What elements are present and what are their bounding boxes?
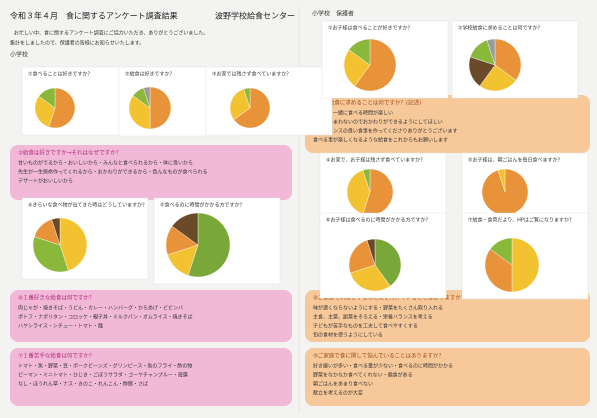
pie-slice [489, 237, 513, 266]
box-line: 野菜をなかなか食べてくれない・偏食がある [313, 372, 413, 379]
box-line: 栄養バランスの良い食事を作ってくださりありがとうございます [313, 128, 458, 135]
text-box [305, 290, 590, 342]
box-line: 主食、主菜、副菜をそろえる・栄養バランスを考える [313, 314, 433, 321]
section-label: 小学校 保護者 [312, 10, 354, 18]
box-title: ②給食は好きですか→それはなぜですか？ [18, 149, 121, 157]
chart-title: ④きらいな食べ物が出てきた時はどうしていますか？ [28, 202, 147, 209]
chart-title: ⑤お子様は、朝ごはんを毎日食べますか？ [468, 157, 563, 164]
pie-slice [511, 237, 540, 293]
box-line: ピーマン・ミニトマト・ひじき・ごぼうサラダ・ゴーヤチャンプルー・海藻 [18, 372, 188, 379]
box-title: ③学校給食に求めることは何ですか？(記述) [313, 99, 421, 107]
pie-slice [350, 264, 391, 292]
pie-slice [484, 248, 513, 293]
box-title: ⑨ご家庭で食に関して悩んでいることはありますか？ [313, 352, 444, 360]
pie-slice [343, 49, 371, 87]
chart-title: ④お家で、お子様は残さず食べていますか？ [326, 157, 425, 164]
pie-slice [362, 168, 371, 193]
intro-line: お忙しい中、食に関するアンケート調査にご協力いただき、ありがとうございました。 [14, 30, 208, 37]
pie-slice [243, 87, 251, 109]
box-line: 子どもが苦手なものを工夫して食べやすくする [313, 323, 418, 330]
pie-slice [128, 95, 151, 130]
pie-slice [149, 86, 172, 130]
intro-line: 集計をしましたので、保護者の皆様にお知らせいたします。 [10, 40, 144, 47]
chart-title: ②学校給食に求めることは何ですか？ [458, 25, 542, 32]
box-line: 甘いものがでるから・おいしいから・みんなと食べられるから・体に良いから [18, 160, 193, 167]
text-box [305, 348, 590, 406]
box-line: デザートがおいしいから [18, 178, 73, 185]
pie-slice [34, 95, 56, 128]
pie-slice [354, 38, 397, 92]
text-box [10, 348, 292, 406]
box-line: トマト・魚・野菜・豆・ポークビーンズ・グリンピース・魚のフライ・酢の物 [18, 363, 192, 370]
text-box [10, 290, 292, 342]
box-line: 時々でかまわないのでおかわりができるようにしてほしい [313, 119, 443, 126]
pie-slice [348, 38, 371, 66]
pie-slice [497, 168, 506, 193]
chart-title: ③お家では残さず食べていますか？ [212, 71, 291, 78]
pie-slice [48, 87, 76, 129]
pie-slice [233, 87, 271, 129]
box-line: 旬の食材を使うようにしている [313, 332, 383, 339]
chart-title: ⑦給食・食育だより、HPはご覧になりますか？ [468, 217, 574, 224]
org: 波野学校給食センター [215, 11, 295, 21]
pie-slice [366, 238, 376, 266]
pie-slice [59, 217, 88, 271]
pie-slice [32, 236, 69, 273]
pie-slice [229, 88, 251, 121]
chart-title: ①お子様は食べることが好きですか？ [328, 25, 412, 32]
box-line: 好き嫌いが多い・食べる量が少ない・食べるのに時間がかかる [313, 363, 453, 370]
box-line: 献立を考えるのが大変 [313, 390, 363, 397]
box-line: お友達と一緒に食べる時間が楽しい [313, 110, 393, 117]
box-line: 味が濃くならないようにする・野菜をたくさん取り入れる [313, 305, 443, 312]
pie-slice [38, 87, 56, 109]
pie-slice [494, 38, 522, 81]
text-box [10, 145, 292, 200]
box-line: ハヤシライス・シチュー・トマト・麺 [18, 323, 103, 330]
box-title: ⑦１番苦手な給食は何ですか？ [18, 352, 94, 360]
chart-title: ⑤食べるのに時間がかかる方ですか？ [160, 202, 244, 209]
box-line: 食べる事が楽しくなるような給食をこれからもお願いします [313, 137, 448, 144]
title: 令和３年４月 食に関するアンケート調査結果 [10, 11, 178, 21]
box-line: 先生が一生懸命作ってくれるから・おかわりができるから・色んなものが食べられる [18, 169, 208, 176]
box-line: 朝ごはんをあまり食べない [313, 381, 373, 388]
chart-title: ⑥お子様は食べるのに時間がかかる方ですか？ [326, 217, 431, 224]
box-line: 肉じゃが・焼きそば・うどん・カレー・ハンバーグ・からあげ・ビビンバ [18, 305, 183, 312]
pie-slice [486, 38, 496, 66]
chart-title: ①食べることは好きですか？ [28, 71, 92, 78]
pie-slice [348, 240, 376, 274]
pie-slice [143, 86, 151, 109]
pie-slice [479, 64, 517, 92]
box-line: ポトフ・ナポリタン・コロッケ・親子丼・ミルクパン・オムライス・焼きそば [18, 314, 192, 321]
text-box [305, 95, 590, 153]
pie-slice [171, 212, 199, 246]
box-title: ⑥１番好きな給食は何ですか？ [18, 294, 94, 302]
box-line: なし・ほうれん草・ナス・きのこ・れんこん・酢豚・さば [18, 381, 148, 388]
pie-slice [374, 238, 402, 287]
pie-slice [187, 212, 231, 278]
section-label: 小学校 [10, 51, 28, 59]
pie-slice [346, 169, 371, 215]
pie-slice [51, 217, 61, 246]
chart-title: ②給食は好きですか？ [125, 71, 174, 78]
